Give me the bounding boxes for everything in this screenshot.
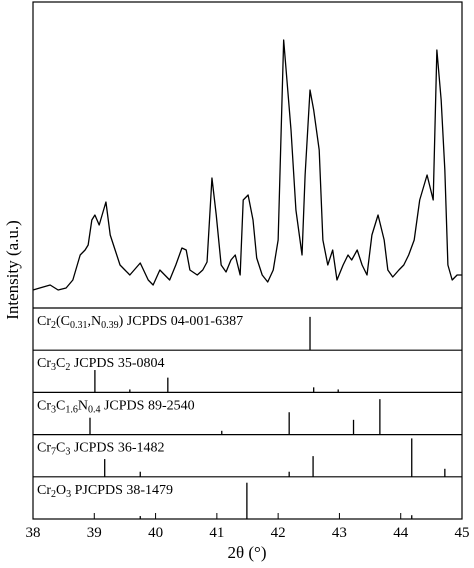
label-text: JCPDS 35-0804 [70, 356, 164, 371]
label-text: ,N [88, 314, 102, 329]
label-subscript: 7 [51, 447, 56, 458]
label-text: ) JCPDS 04-001-6387 [119, 314, 243, 329]
reference-label: Cr3C1.6N0.4 JCPDS 89-2540 [37, 398, 195, 415]
label-subscript: 0.31 [70, 320, 88, 331]
reference-label: Cr7C3 JCPDS 36-1482 [37, 441, 164, 458]
label-text: (C [56, 314, 70, 329]
label-text: Cr [37, 441, 51, 456]
x-axis-label: 2θ (°) [227, 543, 266, 562]
x-tick-label: 42 [271, 525, 286, 541]
label-subscript: 1.6 [65, 404, 78, 415]
x-tick-label: 44 [393, 525, 409, 541]
label-subscript: 3 [65, 447, 70, 458]
label-text: N [78, 398, 88, 413]
label-text: Cr [37, 483, 51, 498]
xrd-pattern [32, 39, 462, 291]
label-subscript: 2 [51, 489, 56, 500]
label-subscript: 3 [51, 404, 56, 415]
label-text: JCPDS 89-2540 [100, 398, 194, 413]
reference-label: Cr2(C0.31,N0.39) JCPDS 04-001-6387 [37, 314, 243, 331]
x-tick-label: 41 [209, 525, 224, 541]
label-text: Cr [37, 314, 51, 329]
x-tick-label: 39 [87, 525, 102, 541]
label-subscript: 2 [65, 362, 70, 373]
label-text: C [56, 356, 65, 371]
x-tick-label: 45 [455, 525, 470, 541]
x-tick-label: 38 [26, 525, 41, 541]
label-text: JCPDS 36-1482 [70, 441, 164, 456]
label-subscript: 0.39 [101, 320, 119, 331]
label-text: O [56, 483, 66, 498]
label-text: C [56, 398, 65, 413]
reference-label: Cr2O3 PJCPDS 38-1479 [37, 483, 173, 500]
label-subscript: 3 [51, 362, 56, 373]
label-text: PJCPDS 38-1479 [71, 483, 173, 498]
reference-label: Cr3C2 JCPDS 35-0804 [37, 356, 164, 373]
label-subscript: 0.4 [88, 404, 101, 415]
x-tick-label: 43 [332, 525, 347, 541]
y-axis-label: Intensity (a.u.) [3, 220, 22, 320]
label-subscript: 3 [66, 489, 71, 500]
x-tick-label: 40 [148, 525, 163, 541]
label-subscript: 2 [51, 320, 56, 331]
label-text: Cr [37, 398, 51, 413]
label-text: Cr [37, 356, 51, 371]
label-text: C [56, 441, 65, 456]
